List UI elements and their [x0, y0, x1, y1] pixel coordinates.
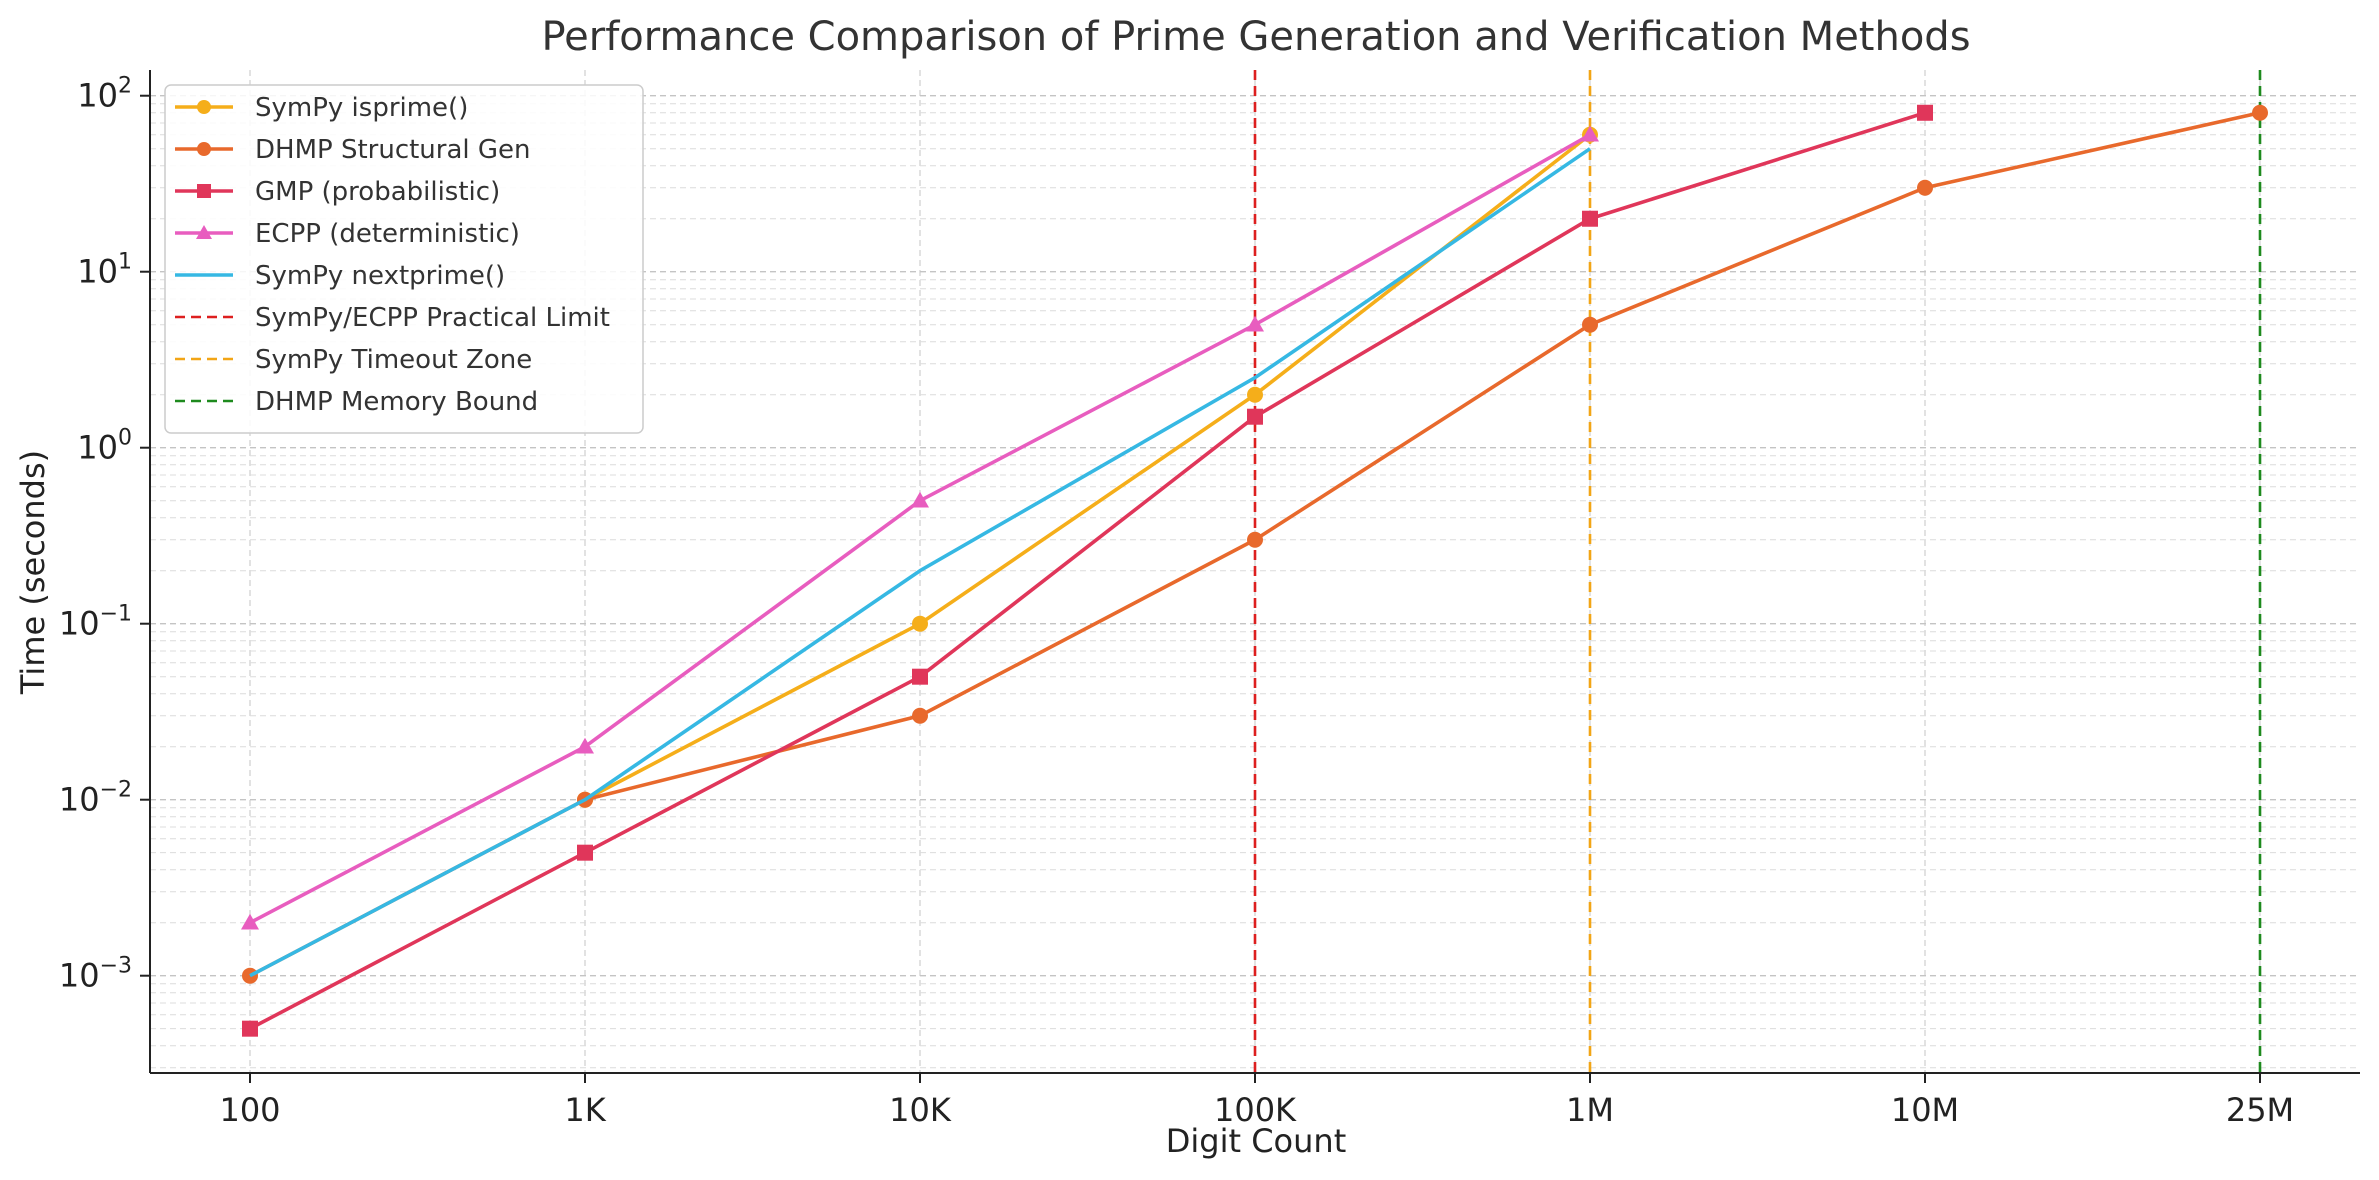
- data-point: [1247, 531, 1263, 548]
- legend-label: SymPy isprime(): [255, 93, 468, 123]
- legend-item: SymPy/ECPP Practical Limit: [175, 303, 610, 333]
- series: [242, 104, 1933, 1037]
- series: [577, 126, 1598, 808]
- data-point: [197, 184, 211, 198]
- x-tick-label: 1M: [1566, 1091, 1614, 1129]
- series-layer: [241, 104, 2268, 1037]
- data-point: [1917, 179, 1933, 196]
- data-point: [577, 844, 593, 861]
- y-tick-label: 101: [77, 250, 132, 291]
- data-point: [242, 1020, 258, 1037]
- x-axis-ticks: 100 1K 10K 100K 1M 10M 25M: [219, 1073, 2294, 1129]
- data-point: [1247, 408, 1263, 425]
- y-axis-label: Time (seconds): [14, 450, 52, 695]
- series: [249, 147, 1592, 978]
- legend-item: SymPy isprime(): [175, 93, 468, 123]
- data-point: [1247, 386, 1263, 403]
- legend-item: DHMP Structural Gen: [175, 135, 531, 165]
- y-tick-label: 100: [77, 426, 132, 467]
- legend-label: SymPy nextprime(): [255, 261, 505, 291]
- legend-label: ECPP (deterministic): [255, 219, 520, 249]
- y-tick-label: 102: [77, 74, 132, 115]
- series-line: [249, 147, 1592, 978]
- legend-label: SymPy/ECPP Practical Limit: [255, 303, 610, 333]
- legend: SymPy isprime() DHMP Structural Gen GMP (p…: [164, 84, 644, 434]
- series-line: [249, 111, 1926, 1031]
- data-point: [1246, 315, 1264, 332]
- legend-item: GMP (probabilistic): [175, 177, 500, 207]
- data-point: [1581, 125, 1599, 142]
- y-tick-label: 10−1: [59, 602, 132, 643]
- legend-box: [164, 84, 644, 434]
- x-tick-label: 1K: [564, 1091, 606, 1129]
- data-point: [1917, 104, 1933, 121]
- data-point: [912, 707, 928, 724]
- chart-title: Performance Comparison of Prime Generati…: [541, 14, 1970, 60]
- legend-item: DHMP Memory Bound: [175, 387, 538, 417]
- data-point: [197, 100, 211, 114]
- x-axis-label: Digit Count: [1166, 1122, 1346, 1160]
- data-point: [1582, 316, 1598, 333]
- data-point: [196, 225, 212, 239]
- y-axis-ticks: 10−3 10−2 10−1 100 101 102: [59, 74, 150, 995]
- data-point: [2252, 104, 2268, 121]
- y-tick-label: 10−2: [59, 778, 132, 819]
- legend-label: SymPy Timeout Zone: [255, 345, 532, 375]
- series-line: [584, 133, 1592, 802]
- legend-label: GMP (probabilistic): [255, 177, 500, 207]
- x-tick-label: 10M: [1891, 1091, 1959, 1129]
- data-point: [912, 615, 928, 632]
- legend-item: ECPP (deterministic): [175, 219, 520, 249]
- legend-label: DHMP Structural Gen: [255, 135, 531, 165]
- legend-item: SymPy Timeout Zone: [175, 345, 532, 375]
- data-point: [911, 491, 929, 508]
- x-tick-label: 100: [219, 1091, 280, 1129]
- data-point: [241, 913, 259, 930]
- legend-label: DHMP Memory Bound: [255, 387, 538, 417]
- x-tick-label: 10K: [889, 1091, 952, 1129]
- x-tick-label: 25M: [2226, 1091, 2294, 1129]
- series: [241, 125, 1599, 930]
- reference-lines: [1253, 70, 2262, 1073]
- y-tick-label: 10−3: [59, 954, 132, 995]
- x-tick-label: 100K: [1214, 1091, 1297, 1129]
- data-point: [1582, 210, 1598, 227]
- data-point: [912, 668, 928, 685]
- data-point: [576, 737, 594, 754]
- data-point: [197, 142, 211, 156]
- legend-item: SymPy nextprime(): [175, 261, 505, 291]
